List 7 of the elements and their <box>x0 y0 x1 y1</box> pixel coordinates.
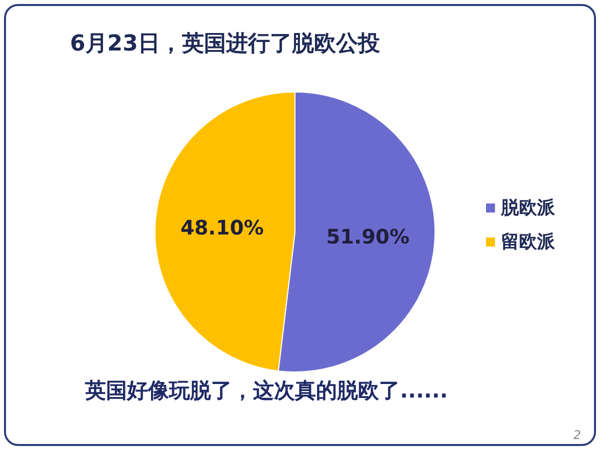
chart-title: 6月23日，英国进行了脱欧公投 <box>70 32 380 56</box>
text: 2 <box>573 428 582 442</box>
legend-label: 脱欧派 <box>500 198 556 218</box>
text: 英国好像玩脱了，这次真的脱欧了...... <box>84 378 448 402</box>
data-label: 51.90% <box>326 224 410 248</box>
legend-label: 留欧派 <box>501 232 556 252</box>
data-label: 48.10% <box>180 216 264 240</box>
